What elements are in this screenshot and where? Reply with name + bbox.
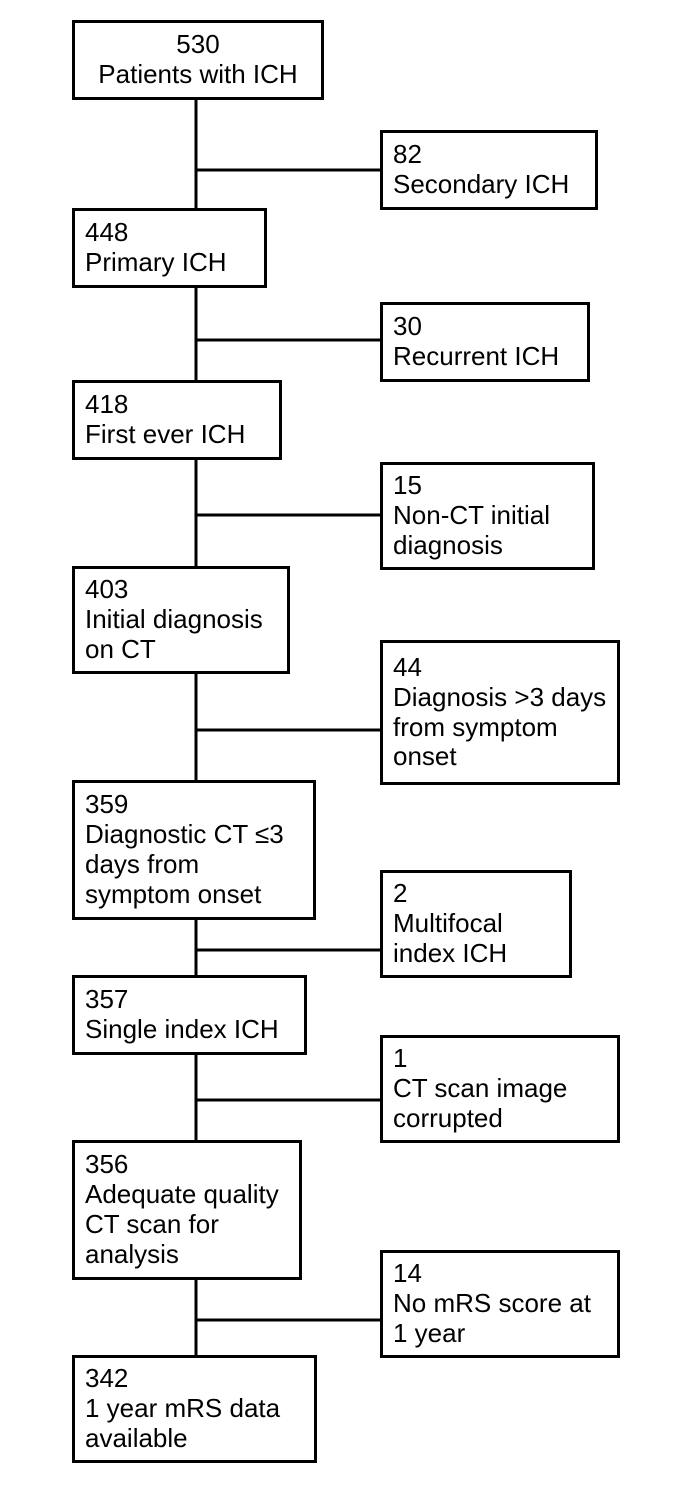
flow-node-356: 356 Adequate quality CT scan for analysi… — [72, 1140, 302, 1280]
node-count: 2 — [393, 879, 407, 909]
node-count: 82 — [393, 140, 422, 170]
node-label: Initial diagnosis on CT — [85, 605, 277, 665]
flow-node-exclude-30: 30 Recurrent ICH — [380, 302, 590, 382]
flow-node-530: 530 Patients with ICH — [72, 20, 324, 100]
flow-node-exclude-44: 44 Diagnosis >3 days from symptom onset — [380, 640, 620, 785]
node-label: Secondary ICH — [393, 170, 569, 200]
flow-node-359: 359 Diagnostic CT ≤3 days from symptom o… — [72, 780, 316, 920]
node-count: 530 — [85, 30, 311, 60]
node-label: Single index ICH — [85, 1015, 279, 1045]
node-label: Primary ICH — [85, 248, 227, 278]
flow-node-342: 342 1 year mRS data available — [72, 1355, 317, 1463]
flow-node-exclude-15: 15 Non-CT initial diagnosis — [380, 462, 595, 570]
node-label: Multifocal index ICH — [393, 909, 559, 969]
node-label: Diagnostic CT ≤3 days from symptom onset — [85, 820, 303, 910]
node-count: 403 — [85, 575, 128, 605]
node-count: 359 — [85, 790, 128, 820]
flow-node-403: 403 Initial diagnosis on CT — [72, 566, 290, 674]
node-count: 44 — [393, 653, 422, 683]
flow-node-448: 448 Primary ICH — [72, 208, 267, 288]
flow-node-exclude-14: 14 No mRS score at 1 year — [380, 1250, 620, 1358]
flow-node-exclude-82: 82 Secondary ICH — [380, 130, 598, 210]
node-label: Recurrent ICH — [393, 342, 559, 372]
node-count: 418 — [85, 390, 128, 420]
node-count: 30 — [393, 312, 422, 342]
node-label: No mRS score at 1 year — [393, 1289, 607, 1349]
flow-node-exclude-2: 2 Multifocal index ICH — [380, 870, 572, 978]
node-count: 15 — [393, 471, 422, 501]
node-label: First ever ICH — [85, 420, 245, 450]
node-label: Adequate quality CT scan for analysis — [85, 1180, 289, 1270]
flow-node-exclude-1: 1 CT scan image corrupted — [380, 1035, 620, 1143]
node-label: CT scan image corrupted — [393, 1074, 607, 1134]
flow-node-357: 357 Single index ICH — [72, 975, 307, 1055]
node-label: Patients with ICH — [85, 60, 311, 90]
node-label: 1 year mRS data available — [85, 1394, 304, 1454]
flow-node-418: 418 First ever ICH — [72, 380, 282, 460]
node-label: Non-CT initial diagnosis — [393, 501, 582, 561]
node-count: 357 — [85, 985, 128, 1015]
node-label: Diagnosis >3 days from symptom onset — [393, 683, 607, 773]
node-count: 356 — [85, 1150, 128, 1180]
node-count: 342 — [85, 1364, 128, 1394]
node-count: 14 — [393, 1259, 422, 1289]
node-count: 1 — [393, 1044, 407, 1074]
node-count: 448 — [85, 218, 128, 248]
